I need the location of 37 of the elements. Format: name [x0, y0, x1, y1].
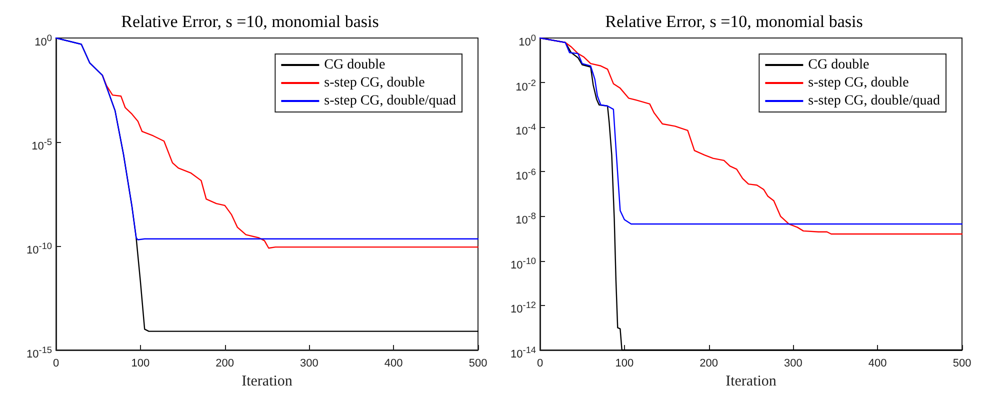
y-tick-label: 10$^{-2}$	[516, 76, 536, 94]
y-tick-label: 10$^{0}$	[518, 32, 536, 49]
x-tick-label: 500	[468, 358, 488, 370]
legend-label: s-step CG, double/quad	[324, 94, 456, 108]
x-axis-title: Iteration	[242, 373, 293, 390]
legend-label: CG double	[324, 58, 386, 72]
x-tick-label: 0	[52, 358, 60, 370]
x-tick-label: 400	[868, 358, 887, 370]
y-tick-label: 10$^{-12}$	[510, 299, 536, 316]
y-tick-label: 10$^{-10}$	[26, 240, 52, 257]
x-tick-label: 200	[216, 358, 234, 370]
legend-label: s-step CG, double	[324, 76, 425, 90]
y-tick-label: 10$^{-15}$	[26, 344, 52, 361]
line-series	[55, 37, 479, 240]
line-series	[102, 74, 479, 249]
y-tick-label: 10$^{-8}$	[516, 210, 536, 227]
x-tick-label: 300	[784, 358, 802, 370]
chart-title: Relative Error, s =10, monomial basis	[605, 12, 863, 31]
y-tick-label: 10$^{-10}$	[510, 254, 536, 272]
legend-label: s-step CG, double	[808, 76, 909, 90]
chart-title: Relative Error, s =10, monomial basis	[121, 12, 379, 31]
legend-label: s-step CG, double/quad	[808, 94, 940, 108]
y-tick-label: 10$^{-14}$	[510, 344, 536, 361]
line-series	[539, 37, 963, 351]
y-tick-label: 10$^{0}$	[34, 32, 52, 49]
y-tick-label: 10$^{-4}$	[516, 121, 536, 138]
x-axis-title: Iteration	[726, 373, 777, 390]
legend-label: CG double	[808, 58, 870, 72]
y-tick-label: 10$^{-6}$	[516, 166, 536, 182]
x-tick-label: 100	[131, 358, 150, 370]
x-tick-label: 500	[952, 358, 972, 370]
x-tick-label: 100	[615, 358, 634, 370]
x-tick-label: 0	[536, 358, 544, 370]
x-tick-label: 200	[700, 358, 718, 370]
x-tick-label: 400	[384, 358, 403, 370]
y-tick-label: 10$^{-5}$	[32, 136, 52, 153]
x-tick-label: 300	[300, 358, 318, 370]
